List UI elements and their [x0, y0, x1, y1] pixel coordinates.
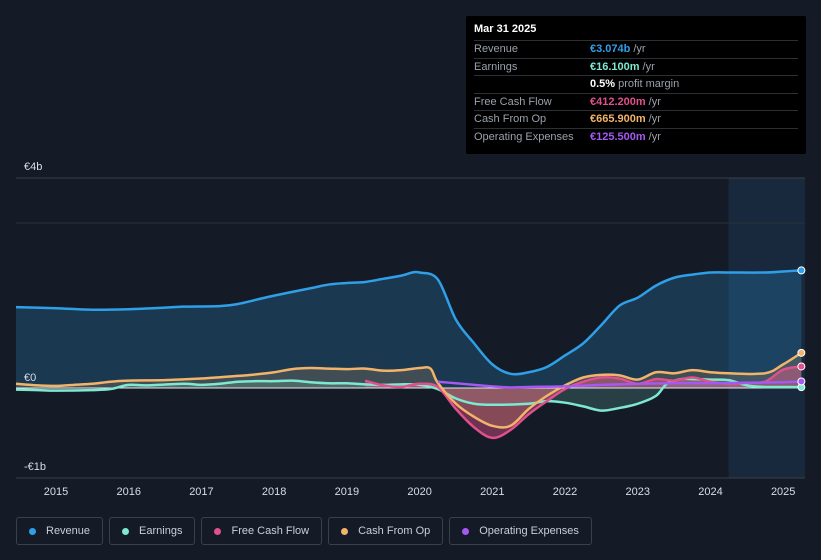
cash-from-op-line [15, 351, 803, 429]
tooltip-value: €125.500m [590, 130, 646, 143]
tooltip-row-earnings: Earnings €16.100m /yr [474, 59, 798, 76]
series-endpoints [797, 266, 806, 392]
operating-expenses-endpoint [797, 377, 806, 386]
tooltip-label: Cash From Op [474, 113, 547, 125]
tooltip-unit: /yr [642, 60, 655, 73]
tooltip-row-revenue: Revenue €3.074b /yr [474, 41, 798, 59]
tooltip-label: Earnings [474, 60, 518, 73]
y-tick-label-top: €4b [24, 161, 42, 173]
tooltip-unit: profit margin [618, 78, 680, 90]
x-tick-label: 2022 [553, 486, 577, 498]
tooltip-label [474, 76, 590, 93]
x-tick-label: 2015 [44, 486, 68, 498]
x-tick-label: 2025 [771, 486, 795, 498]
tooltip-value: €3.074b [590, 43, 631, 55]
legend-dot-icon [462, 527, 470, 535]
tooltip-date: Mar 31 2025 [474, 23, 798, 41]
legend-label: Free Cash Flow [231, 525, 310, 537]
series-lines [15, 269, 803, 440]
data-tooltip: Mar 31 2025 Revenue €3.074b /yr Earnings… [466, 16, 806, 154]
x-tick-label: 2019 [335, 486, 359, 498]
tooltip-unit: /yr [633, 43, 646, 55]
legend-dot-icon [214, 527, 222, 535]
legend-label: Operating Expenses [479, 525, 579, 537]
tooltip-unit: /yr [648, 95, 661, 108]
tooltip-unit: /yr [648, 130, 661, 143]
legend-item-cash-from-op[interactable]: Cash From Op [328, 517, 444, 545]
tooltip-label: Operating Expenses [474, 130, 574, 143]
tooltip-label: Revenue [474, 43, 519, 55]
chart-legend: Revenue Earnings Free Cash Flow Cash Fro… [16, 517, 592, 545]
legend-item-free-cash-flow[interactable]: Free Cash Flow [201, 517, 323, 545]
forecast-shade [728, 178, 805, 478]
legend-item-earnings[interactable]: Earnings [109, 517, 196, 545]
revenue-area [16, 270, 802, 388]
legend-label: Cash From Op [358, 525, 431, 537]
x-tick-label: 2018 [262, 486, 286, 498]
y-tick-label-zero: €0 [24, 372, 36, 384]
cash-from-op-endpoint [797, 348, 806, 357]
earnings-area [16, 378, 802, 411]
tooltip-label: Free Cash Flow [474, 95, 552, 108]
series-areas [16, 270, 802, 438]
x-tick-label: 2016 [116, 486, 140, 498]
legend-item-revenue[interactable]: Revenue [16, 517, 104, 545]
revenue-line [15, 269, 802, 376]
tooltip-row-cash-from-op: Cash From Op €665.900m /yr [474, 111, 798, 129]
tooltip-row-operating-expenses: Operating Expenses €125.500m /yr [474, 129, 798, 146]
legend-dot-icon [341, 527, 349, 535]
x-tick-label: 2024 [698, 486, 722, 498]
revenue-endpoint [797, 266, 806, 275]
x-tick-label: 2021 [480, 486, 504, 498]
legend-label: Revenue [46, 525, 91, 537]
x-tick-label: 2017 [189, 486, 213, 498]
tooltip-value: €665.900m [590, 113, 646, 125]
free-cash-flow-endpoint [797, 362, 806, 371]
tooltip-value: €16.100m [590, 60, 640, 73]
x-tick-label: 2023 [626, 486, 650, 498]
x-tick-label: 2020 [407, 486, 431, 498]
tooltip-unit: /yr [648, 113, 661, 125]
legend-dot-icon [122, 527, 130, 535]
legend-dot-icon [29, 527, 36, 535]
tooltip-row-profit-margin: 0.5% profit margin [474, 76, 798, 94]
legend-label: Earnings [139, 525, 183, 537]
x-axis-ticks: 2015 2016 2017 2018 2019 2020 2021 2022 2023 2024… [44, 486, 796, 498]
tooltip-value: 0.5% [590, 78, 616, 90]
legend-item-operating-expenses[interactable]: Operating Expenses [449, 517, 592, 545]
tooltip-row-free-cash-flow: Free Cash Flow €412.200m /yr [474, 94, 798, 111]
y-tick-label-bottom: -€1b [24, 461, 46, 473]
operating-expenses-line [437, 380, 802, 389]
tooltip-value: €412.200m [590, 95, 646, 108]
